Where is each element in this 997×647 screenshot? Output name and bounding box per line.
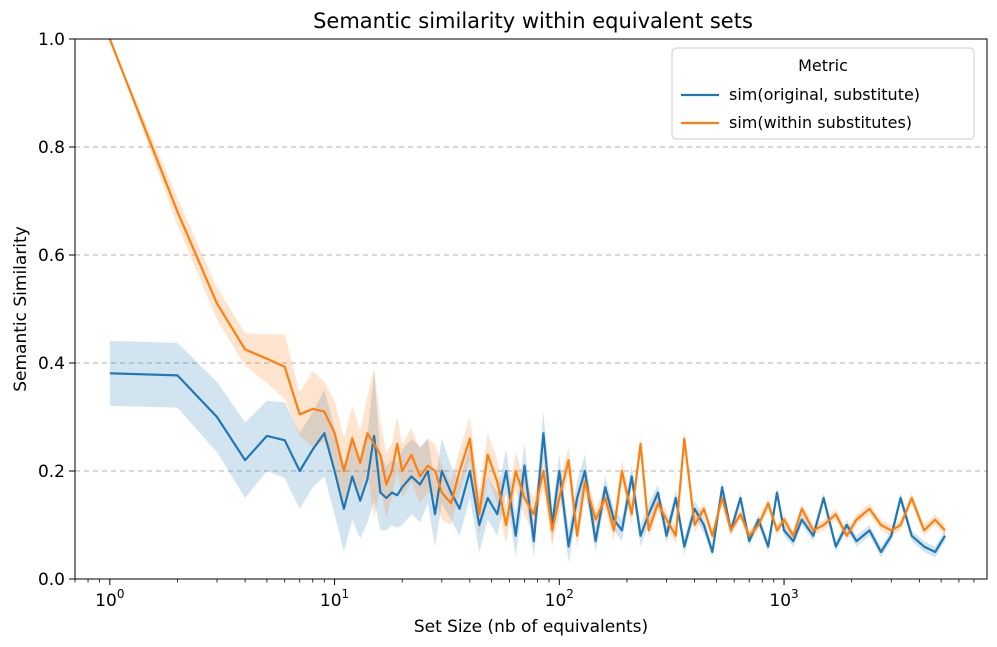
- line-sim-original-substitute: [109, 372, 946, 554]
- x-axis-ticks: 100 101 102 103: [74, 579, 975, 611]
- y-tick-label: 0.8: [38, 138, 65, 158]
- legend-box: [671, 47, 975, 140]
- y-gridlines: [75, 146, 987, 472]
- y-tick-label: 0.2: [38, 462, 65, 482]
- x-tick-label: 100: [95, 587, 124, 611]
- x-axis-label: Set Size (nb of equivalents): [414, 617, 648, 637]
- band-sim-within-substitutes: [109, 39, 946, 550]
- x-tick-label: 101: [320, 587, 349, 611]
- y-tick-label: 1.0: [38, 30, 65, 50]
- line-sim-within-substitutes: [108, 38, 946, 537]
- chart-title: Semantic similarity within equivalent se…: [313, 9, 753, 33]
- legend-entry-original-substitute: sim(original, substitute): [729, 85, 920, 104]
- y-tick-label: 0.4: [38, 354, 65, 374]
- legend-title: Metric: [798, 56, 848, 75]
- confidence-bands: [109, 39, 946, 563]
- x-tick-label: 102: [545, 587, 574, 611]
- x-tick-label: 103: [769, 587, 798, 611]
- y-tick-label: 0.6: [38, 246, 65, 266]
- y-axis-ticks: 0.0 0.2 0.4 0.6 0.8 1.0: [38, 30, 75, 590]
- legend: Metric sim(original, substitute) sim(wit…: [671, 47, 975, 140]
- y-axis-label: Semantic Similarity: [11, 226, 31, 392]
- series-lines: [108, 38, 946, 554]
- legend-entry-within-substitutes: sim(within substitutes): [729, 113, 912, 132]
- plot-frame: [74, 38, 988, 580]
- y-tick-label: 0.0: [38, 570, 65, 590]
- band-sim-original-substitute: [109, 340, 946, 563]
